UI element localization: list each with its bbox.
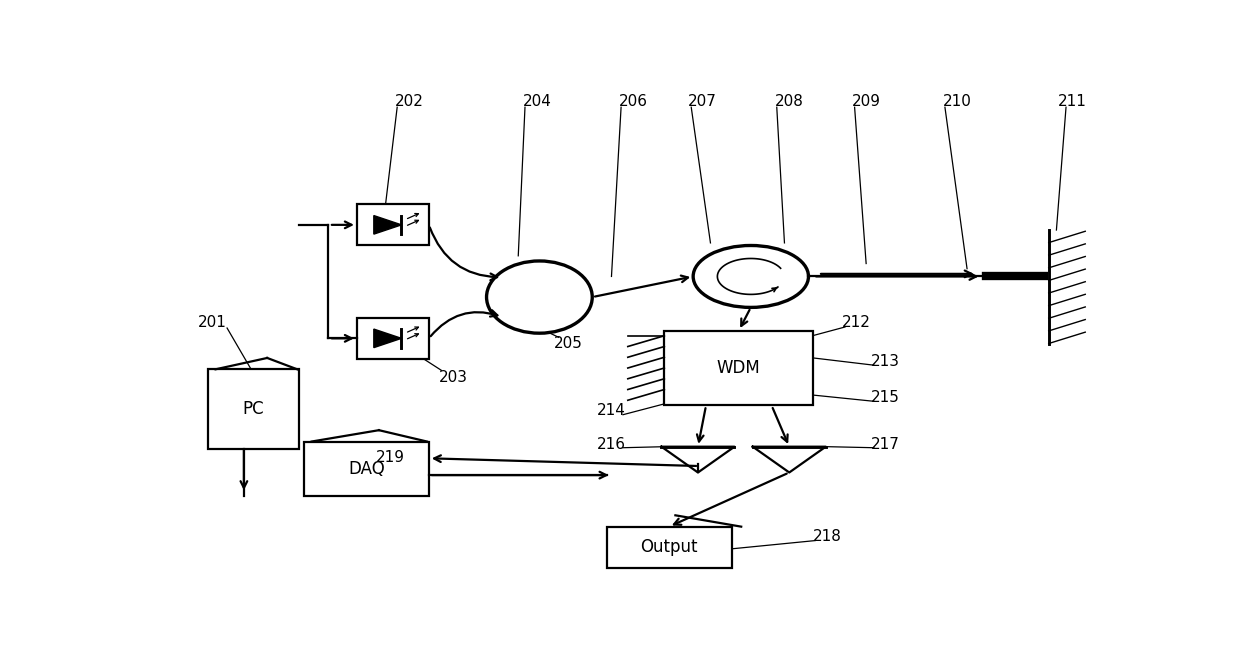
Bar (665, 330, 813, 405)
Text: 216: 216 (596, 437, 626, 452)
Text: 219: 219 (376, 450, 405, 464)
Text: 205: 205 (554, 336, 583, 351)
Text: 207: 207 (688, 94, 717, 109)
Polygon shape (753, 447, 826, 472)
Bar (208, 369, 299, 450)
Text: 203: 203 (439, 370, 467, 385)
Text: 218: 218 (813, 529, 842, 545)
Text: 208: 208 (775, 94, 804, 109)
Text: 214: 214 (596, 403, 626, 418)
Text: 204: 204 (523, 94, 552, 109)
Bar (606, 527, 732, 568)
Text: 206: 206 (619, 94, 649, 109)
Text: DAQ: DAQ (348, 460, 384, 478)
Ellipse shape (486, 261, 593, 333)
Polygon shape (373, 329, 402, 348)
Circle shape (693, 245, 808, 308)
Text: WDM: WDM (717, 359, 760, 377)
Text: PC: PC (243, 400, 264, 418)
Bar (304, 442, 429, 496)
Text: 212: 212 (842, 316, 870, 330)
Text: 210: 210 (942, 94, 972, 109)
Bar (357, 204, 429, 245)
Text: 209: 209 (852, 94, 880, 109)
Text: Output: Output (640, 538, 698, 556)
Text: 217: 217 (870, 437, 900, 452)
Text: 202: 202 (396, 94, 424, 109)
Text: 213: 213 (870, 354, 900, 369)
Polygon shape (661, 447, 734, 472)
Text: 215: 215 (870, 390, 900, 405)
Bar (357, 318, 429, 359)
Text: 201: 201 (198, 316, 227, 330)
Text: 211: 211 (1058, 94, 1087, 109)
Polygon shape (373, 216, 402, 234)
